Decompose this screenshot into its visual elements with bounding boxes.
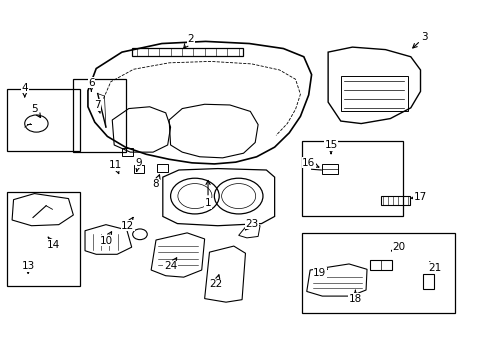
Text: 3: 3 [412,32,427,48]
Bar [380,196,409,205]
Text: 15: 15 [324,140,337,153]
Text: 18: 18 [348,290,361,303]
Text: 7: 7 [94,100,101,113]
Text: 14: 14 [47,237,61,250]
Bar [122,148,132,156]
Text: 2: 2 [183,34,194,48]
Bar [340,76,407,111]
Text: 5: 5 [31,104,41,117]
Text: 20: 20 [390,242,405,252]
Text: 8: 8 [152,175,160,189]
Text: 24: 24 [163,258,177,271]
Text: 16: 16 [302,158,318,168]
Bar [73,79,125,152]
Text: 13: 13 [21,261,35,274]
Text: 23: 23 [244,219,258,230]
Bar [133,165,144,173]
Text: 9: 9 [135,158,142,171]
Text: 6: 6 [88,78,95,91]
Text: 12: 12 [121,217,134,231]
Text: 19: 19 [313,268,326,278]
Text: 11: 11 [109,160,122,174]
Bar [301,141,402,216]
Bar [157,164,167,172]
Bar [423,274,433,289]
Bar [131,48,242,56]
Text: 17: 17 [410,192,426,202]
Text: 4: 4 [21,83,28,97]
Bar [7,192,80,287]
Bar [369,260,391,270]
Text: 10: 10 [99,232,112,246]
Text: 22: 22 [209,275,223,289]
Bar [301,233,454,313]
Text: 21: 21 [427,262,441,273]
Text: 1: 1 [204,180,211,208]
Bar [322,164,337,174]
Bar [7,89,80,151]
